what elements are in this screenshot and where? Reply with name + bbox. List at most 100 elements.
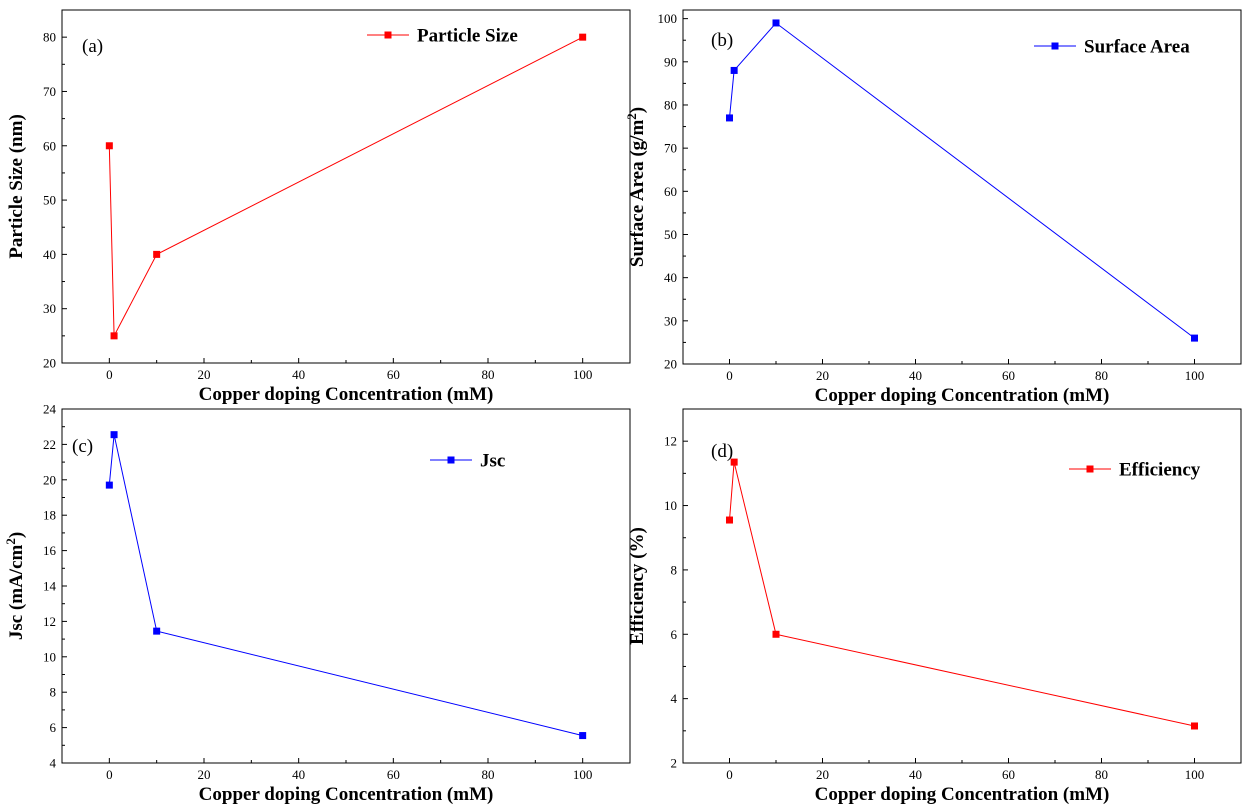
panel-label: (c) [72,436,93,457]
x-tick-label: 40 [292,767,305,782]
x-tick-label: 0 [726,368,733,383]
y-tick-label: 4 [50,756,57,771]
data-point-marker [726,114,733,122]
x-tick-label: 20 [816,767,829,782]
legend-label: Surface Area [1084,37,1190,58]
y-axis-title-superscript: 2 [3,538,18,545]
x-tick-label: 60 [387,367,400,382]
x-tick-label: 80 [482,767,495,782]
legend-marker [384,31,392,39]
y-tick-label: 8 [671,562,678,577]
y-tick-label: 10 [43,649,56,664]
y-axis-title: Jsc (mA/cm2) [3,532,27,640]
x-tick-label: 60 [1002,368,1015,383]
y-axis-title-text: Efficiency (%) [627,527,648,645]
panel-label: (b) [711,30,733,51]
y-tick-label: 80 [43,30,56,45]
panel-label: (a) [82,36,103,57]
x-tick-label: 40 [292,367,305,382]
y-axis-title-text: Jsc (mA/cm [6,544,27,640]
y-tick-label: 70 [43,84,56,99]
x-tick-label: 20 [816,368,829,383]
y-tick-label: 4 [671,691,678,706]
data-point-marker [110,332,118,340]
data-point-marker [153,250,161,258]
x-tick-label: 100 [573,767,593,782]
x-tick-label: 60 [387,767,400,782]
series-line [108,36,583,338]
y-tick-label: 6 [50,720,57,735]
legend-label: Particle Size [417,26,518,47]
y-tick-label: 70 [664,141,677,156]
y-tick-label: 100 [658,11,678,26]
y-tick-label: 30 [43,301,56,316]
chart-panel-1: 0 20 40 60 80 100 20 30 40 50 60 70 80 Copper doping … [6,9,631,405]
data-point-marker [730,458,738,466]
y-tick-label: 12 [664,434,677,449]
plot-frame [682,9,1242,365]
data-point-marker [105,142,113,150]
y-tick-label: 20 [43,472,56,487]
y-tick-label: 16 [43,543,57,558]
data-point-marker [110,431,118,439]
x-tick-label: 80 [482,367,495,382]
y-tick-label: 90 [664,54,677,69]
y-tick-label: 24 [43,402,57,417]
plot-frame [61,9,631,364]
data-point-marker [579,33,587,41]
y-axis-title-superscript: 2 [624,113,639,120]
x-tick-label: 0 [726,767,733,782]
x-tick-label: 40 [909,767,922,782]
data-point-marker [726,516,733,524]
data-point-marker [105,481,113,489]
y-tick-label: 6 [671,627,678,642]
y-tick-label: 30 [664,313,677,328]
data-point-marker [772,19,780,27]
y-tick-label: 18 [43,508,56,523]
x-tick-label: 100 [1185,767,1205,782]
y-tick-label: 12 [43,614,56,629]
y-tick-label: 20 [664,357,677,372]
x-axis-title: Copper doping Concentration (mM) [199,784,494,805]
x-tick-label: 40 [909,368,922,383]
panel-label: (d) [711,441,733,462]
y-axis-title-end: ) [6,532,27,538]
y-axis-title-text: Particle Size (nm) [6,114,27,259]
series-line [729,22,1195,339]
y-tick-label: 8 [50,685,57,700]
y-tick-label: 60 [43,138,56,153]
x-tick-label: 100 [1185,368,1205,383]
legend-marker [1086,465,1094,473]
y-axis-title: Particle Size (nm) [6,114,27,259]
x-axis-title: Copper doping Concentration (mM) [815,385,1110,406]
data-point-marker [1191,722,1198,730]
x-tick-label: 0 [106,767,113,782]
y-tick-label: 2 [671,756,678,771]
x-axis-title: Copper doping Concentration (mM) [199,384,494,405]
legend-marker [1051,42,1059,50]
y-tick-label: 10 [664,498,677,513]
x-tick-label: 80 [1095,368,1108,383]
x-axis-title: Copper doping Concentration (mM) [815,784,1110,805]
legend-marker [447,456,455,464]
data-point-marker [730,66,738,74]
x-tick-label: 20 [198,767,211,782]
x-tick-label: 20 [198,367,211,382]
x-tick-label: 60 [1002,767,1015,782]
y-tick-label: 22 [43,437,56,452]
x-tick-label: 0 [106,367,113,382]
y-tick-label: 80 [664,97,677,112]
data-point-marker [579,732,587,740]
y-axis-title-text: Surface Area (g/m [627,120,648,268]
y-axis-title-end: ) [627,107,648,113]
data-point-marker [1191,334,1198,342]
legend-label: Jsc [480,451,505,472]
data-point-marker [153,627,161,635]
chart-panel-2: 0 20 40 60 80 100 20 30 40 50 60 70 80 90 100 Copper do… [624,9,1242,406]
data-point-marker [772,630,780,638]
y-tick-label: 60 [664,184,677,199]
y-tick-label: 50 [43,193,56,208]
y-tick-label: 20 [43,356,56,371]
y-tick-label: 14 [43,579,57,594]
